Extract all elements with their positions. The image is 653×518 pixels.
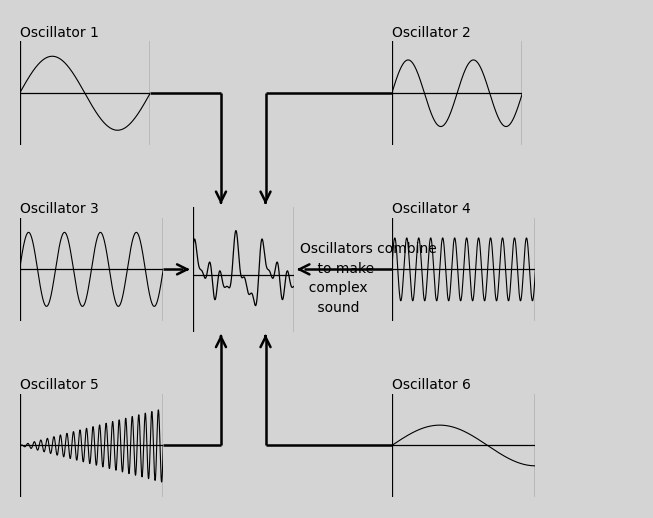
Text: Oscillator 5: Oscillator 5 <box>20 378 99 392</box>
Text: Oscillators combine
    to make
  complex
    sound: Oscillators combine to make complex soun… <box>300 242 437 314</box>
Text: Oscillator 6: Oscillator 6 <box>392 378 471 392</box>
Text: Oscillator 4: Oscillator 4 <box>392 202 471 216</box>
Text: Oscillator 2: Oscillator 2 <box>392 26 471 40</box>
Text: Oscillator 1: Oscillator 1 <box>20 26 99 40</box>
Text: Oscillator 3: Oscillator 3 <box>20 202 99 216</box>
